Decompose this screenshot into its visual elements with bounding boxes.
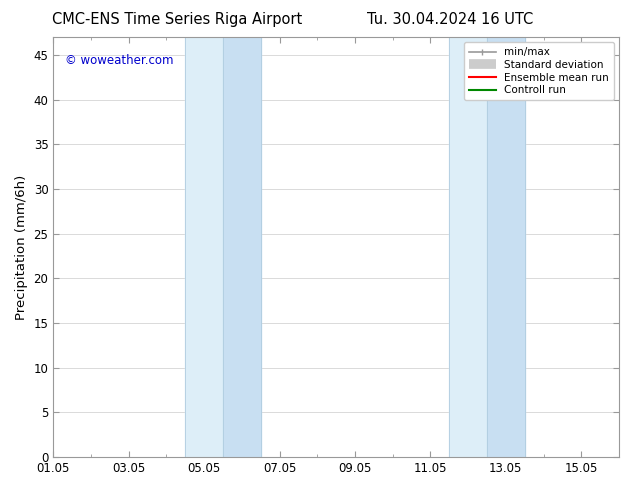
Text: © woweather.com: © woweather.com [65,54,173,67]
Bar [223,37,261,457]
Bar [450,37,487,457]
Y-axis label: Precipitation (mm/6h): Precipitation (mm/6h) [15,174,28,319]
Text: CMC-ENS Time Series Riga Airport: CMC-ENS Time Series Riga Airport [53,12,302,27]
Bar [185,37,223,457]
Legend: min/max, Standard deviation, Ensemble mean run, Controll run: min/max, Standard deviation, Ensemble me… [464,42,614,100]
Text: Tu. 30.04.2024 16 UTC: Tu. 30.04.2024 16 UTC [367,12,533,27]
Bar [487,37,525,457]
